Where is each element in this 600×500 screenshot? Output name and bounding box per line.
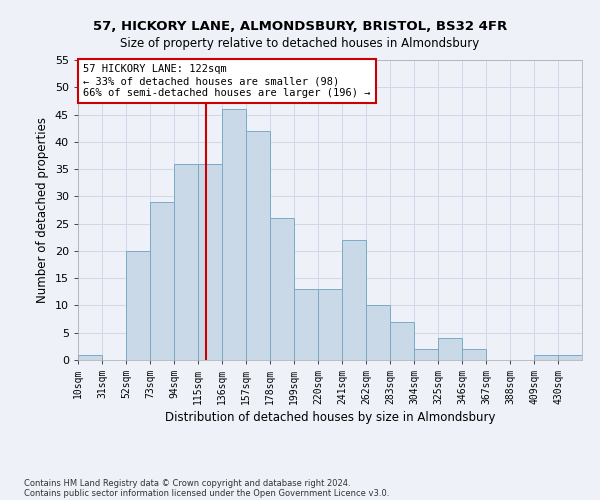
Bar [366, 306, 390, 360]
Bar [414, 349, 438, 360]
Bar [438, 338, 462, 360]
Bar [342, 240, 366, 360]
Bar [78, 354, 102, 360]
Bar [270, 218, 294, 360]
Bar [174, 164, 198, 360]
Bar [126, 251, 150, 360]
Bar [294, 289, 318, 360]
X-axis label: Distribution of detached houses by size in Almondsbury: Distribution of detached houses by size … [165, 411, 495, 424]
Bar [558, 354, 582, 360]
Text: Contains HM Land Registry data © Crown copyright and database right 2024.: Contains HM Land Registry data © Crown c… [24, 478, 350, 488]
Bar [246, 131, 270, 360]
Text: 57 HICKORY LANE: 122sqm
← 33% of detached houses are smaller (98)
66% of semi-de: 57 HICKORY LANE: 122sqm ← 33% of detache… [83, 64, 371, 98]
Text: 57, HICKORY LANE, ALMONDSBURY, BRISTOL, BS32 4FR: 57, HICKORY LANE, ALMONDSBURY, BRISTOL, … [93, 20, 507, 33]
Text: Contains public sector information licensed under the Open Government Licence v3: Contains public sector information licen… [24, 488, 389, 498]
Bar [150, 202, 174, 360]
Bar [534, 354, 558, 360]
Bar [318, 289, 342, 360]
Bar [390, 322, 414, 360]
Y-axis label: Number of detached properties: Number of detached properties [36, 117, 49, 303]
Bar [198, 164, 222, 360]
Bar [222, 109, 246, 360]
Text: Size of property relative to detached houses in Almondsbury: Size of property relative to detached ho… [121, 38, 479, 51]
Bar [462, 349, 486, 360]
